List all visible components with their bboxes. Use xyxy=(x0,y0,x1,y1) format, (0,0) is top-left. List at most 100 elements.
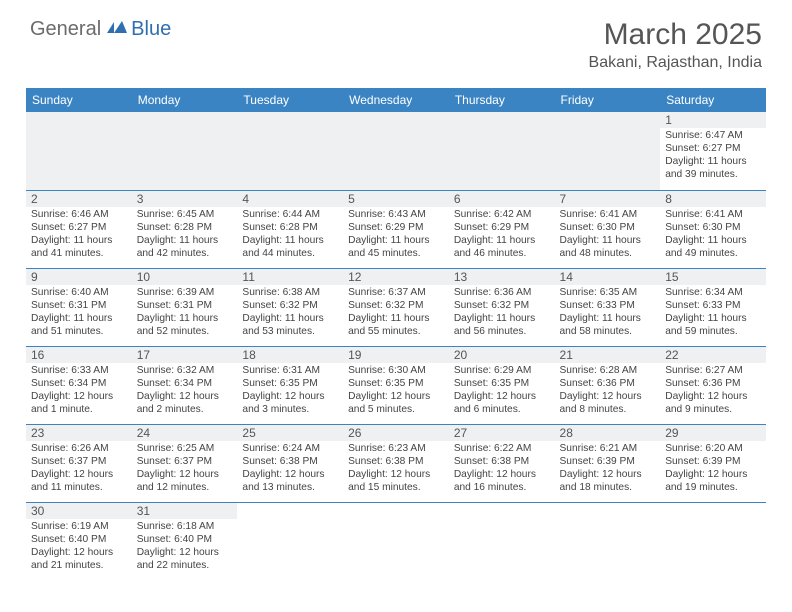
sunrise-line: Sunrise: 6:26 AM xyxy=(31,442,127,455)
day-number: 10 xyxy=(132,269,238,285)
sunrise-line: Sunrise: 6:41 AM xyxy=(560,208,656,221)
day-details: Sunrise: 6:32 AMSunset: 6:34 PMDaylight:… xyxy=(132,363,238,419)
calendar-cell: 23Sunrise: 6:26 AMSunset: 6:37 PMDayligh… xyxy=(26,424,132,502)
calendar-cell: 6Sunrise: 6:42 AMSunset: 6:29 PMDaylight… xyxy=(449,190,555,268)
daylight-line: Daylight: 12 hours and 1 minute. xyxy=(31,390,127,416)
day-details: Sunrise: 6:39 AMSunset: 6:31 PMDaylight:… xyxy=(132,285,238,341)
calendar-cell: 10Sunrise: 6:39 AMSunset: 6:31 PMDayligh… xyxy=(132,268,238,346)
day-details: Sunrise: 6:40 AMSunset: 6:31 PMDaylight:… xyxy=(26,285,132,341)
sunrise-line: Sunrise: 6:34 AM xyxy=(665,286,761,299)
sunset-line: Sunset: 6:29 PM xyxy=(454,221,550,234)
day-details: Sunrise: 6:42 AMSunset: 6:29 PMDaylight:… xyxy=(449,207,555,263)
sunrise-line: Sunrise: 6:46 AM xyxy=(31,208,127,221)
day-details: Sunrise: 6:45 AMSunset: 6:28 PMDaylight:… xyxy=(132,207,238,263)
day-number: 13 xyxy=(449,269,555,285)
day-number: 14 xyxy=(555,269,661,285)
sunrise-line: Sunrise: 6:35 AM xyxy=(560,286,656,299)
page-title: March 2025 xyxy=(589,18,762,52)
day-number: 5 xyxy=(343,191,449,207)
calendar-cell: 25Sunrise: 6:24 AMSunset: 6:38 PMDayligh… xyxy=(237,424,343,502)
day-number: 4 xyxy=(237,191,343,207)
calendar-cell: 17Sunrise: 6:32 AMSunset: 6:34 PMDayligh… xyxy=(132,346,238,424)
day-details: Sunrise: 6:19 AMSunset: 6:40 PMDaylight:… xyxy=(26,519,132,575)
sunset-line: Sunset: 6:33 PM xyxy=(665,299,761,312)
sunset-line: Sunset: 6:32 PM xyxy=(454,299,550,312)
calendar-cell: 14Sunrise: 6:35 AMSunset: 6:33 PMDayligh… xyxy=(555,268,661,346)
day-details: Sunrise: 6:26 AMSunset: 6:37 PMDaylight:… xyxy=(26,441,132,497)
day-details: Sunrise: 6:33 AMSunset: 6:34 PMDaylight:… xyxy=(26,363,132,419)
day-details: Sunrise: 6:36 AMSunset: 6:32 PMDaylight:… xyxy=(449,285,555,341)
calendar-cell: 5Sunrise: 6:43 AMSunset: 6:29 PMDaylight… xyxy=(343,190,449,268)
sunrise-line: Sunrise: 6:33 AM xyxy=(31,364,127,377)
sunrise-line: Sunrise: 6:29 AM xyxy=(454,364,550,377)
day-details: Sunrise: 6:47 AMSunset: 6:27 PMDaylight:… xyxy=(660,128,766,184)
daylight-line: Daylight: 11 hours and 46 minutes. xyxy=(454,234,550,260)
sunset-line: Sunset: 6:36 PM xyxy=(560,377,656,390)
daylight-line: Daylight: 12 hours and 18 minutes. xyxy=(560,468,656,494)
calendar-cell: 24Sunrise: 6:25 AMSunset: 6:37 PMDayligh… xyxy=(132,424,238,502)
daylight-line: Daylight: 11 hours and 41 minutes. xyxy=(31,234,127,260)
sunrise-line: Sunrise: 6:39 AM xyxy=(137,286,233,299)
day-details: Sunrise: 6:37 AMSunset: 6:32 PMDaylight:… xyxy=(343,285,449,341)
sunset-line: Sunset: 6:38 PM xyxy=(242,455,338,468)
calendar-row: 1Sunrise: 6:47 AMSunset: 6:27 PMDaylight… xyxy=(26,112,766,190)
sunrise-line: Sunrise: 6:38 AM xyxy=(242,286,338,299)
sunset-line: Sunset: 6:35 PM xyxy=(242,377,338,390)
daylight-line: Daylight: 11 hours and 52 minutes. xyxy=(137,312,233,338)
sunset-line: Sunset: 6:30 PM xyxy=(665,221,761,234)
day-details: Sunrise: 6:46 AMSunset: 6:27 PMDaylight:… xyxy=(26,207,132,263)
calendar-cell: 11Sunrise: 6:38 AMSunset: 6:32 PMDayligh… xyxy=(237,268,343,346)
calendar-cell: 1Sunrise: 6:47 AMSunset: 6:27 PMDaylight… xyxy=(660,112,766,190)
header: General Blue March 2025 Bakani, Rajastha… xyxy=(0,0,792,80)
day-number: 20 xyxy=(449,347,555,363)
sunrise-line: Sunrise: 6:43 AM xyxy=(348,208,444,221)
sunset-line: Sunset: 6:35 PM xyxy=(348,377,444,390)
daylight-line: Daylight: 12 hours and 5 minutes. xyxy=(348,390,444,416)
calendar-cell: 2Sunrise: 6:46 AMSunset: 6:27 PMDaylight… xyxy=(26,190,132,268)
day-number: 7 xyxy=(555,191,661,207)
daylight-line: Daylight: 12 hours and 11 minutes. xyxy=(31,468,127,494)
logo-text-blue: Blue xyxy=(131,18,171,41)
day-number: 8 xyxy=(660,191,766,207)
day-number: 9 xyxy=(26,269,132,285)
daylight-line: Daylight: 11 hours and 42 minutes. xyxy=(137,234,233,260)
daylight-line: Daylight: 11 hours and 55 minutes. xyxy=(348,312,444,338)
daylight-line: Daylight: 12 hours and 15 minutes. xyxy=(348,468,444,494)
sunrise-line: Sunrise: 6:40 AM xyxy=(31,286,127,299)
daylight-line: Daylight: 11 hours and 56 minutes. xyxy=(454,312,550,338)
calendar-row: 30Sunrise: 6:19 AMSunset: 6:40 PMDayligh… xyxy=(26,502,766,580)
calendar-cell: 30Sunrise: 6:19 AMSunset: 6:40 PMDayligh… xyxy=(26,502,132,580)
sunrise-line: Sunrise: 6:27 AM xyxy=(665,364,761,377)
calendar-cell-empty xyxy=(343,502,449,580)
day-details: Sunrise: 6:24 AMSunset: 6:38 PMDaylight:… xyxy=(237,441,343,497)
calendar-cell-empty xyxy=(660,502,766,580)
day-details: Sunrise: 6:43 AMSunset: 6:29 PMDaylight:… xyxy=(343,207,449,263)
sunset-line: Sunset: 6:32 PM xyxy=(348,299,444,312)
day-details: Sunrise: 6:35 AMSunset: 6:33 PMDaylight:… xyxy=(555,285,661,341)
calendar-cell: 20Sunrise: 6:29 AMSunset: 6:35 PMDayligh… xyxy=(449,346,555,424)
day-details: Sunrise: 6:18 AMSunset: 6:40 PMDaylight:… xyxy=(132,519,238,575)
weekday-header: Friday xyxy=(555,88,661,112)
day-number: 21 xyxy=(555,347,661,363)
weekday-header: Tuesday xyxy=(237,88,343,112)
day-number: 11 xyxy=(237,269,343,285)
sunrise-line: Sunrise: 6:45 AM xyxy=(137,208,233,221)
calendar-cell: 19Sunrise: 6:30 AMSunset: 6:35 PMDayligh… xyxy=(343,346,449,424)
day-number: 27 xyxy=(449,425,555,441)
day-number: 2 xyxy=(26,191,132,207)
sunset-line: Sunset: 6:40 PM xyxy=(31,533,127,546)
sunrise-line: Sunrise: 6:30 AM xyxy=(348,364,444,377)
calendar-row: 9Sunrise: 6:40 AMSunset: 6:31 PMDaylight… xyxy=(26,268,766,346)
daylight-line: Daylight: 11 hours and 44 minutes. xyxy=(242,234,338,260)
daylight-line: Daylight: 11 hours and 51 minutes. xyxy=(31,312,127,338)
sunset-line: Sunset: 6:28 PM xyxy=(137,221,233,234)
daylight-line: Daylight: 12 hours and 22 minutes. xyxy=(137,546,233,572)
sunrise-line: Sunrise: 6:42 AM xyxy=(454,208,550,221)
calendar-row: 16Sunrise: 6:33 AMSunset: 6:34 PMDayligh… xyxy=(26,346,766,424)
calendar-cell-empty xyxy=(343,112,449,190)
sunset-line: Sunset: 6:29 PM xyxy=(348,221,444,234)
day-details: Sunrise: 6:34 AMSunset: 6:33 PMDaylight:… xyxy=(660,285,766,341)
calendar-cell: 12Sunrise: 6:37 AMSunset: 6:32 PMDayligh… xyxy=(343,268,449,346)
sunrise-line: Sunrise: 6:28 AM xyxy=(560,364,656,377)
daylight-line: Daylight: 11 hours and 53 minutes. xyxy=(242,312,338,338)
